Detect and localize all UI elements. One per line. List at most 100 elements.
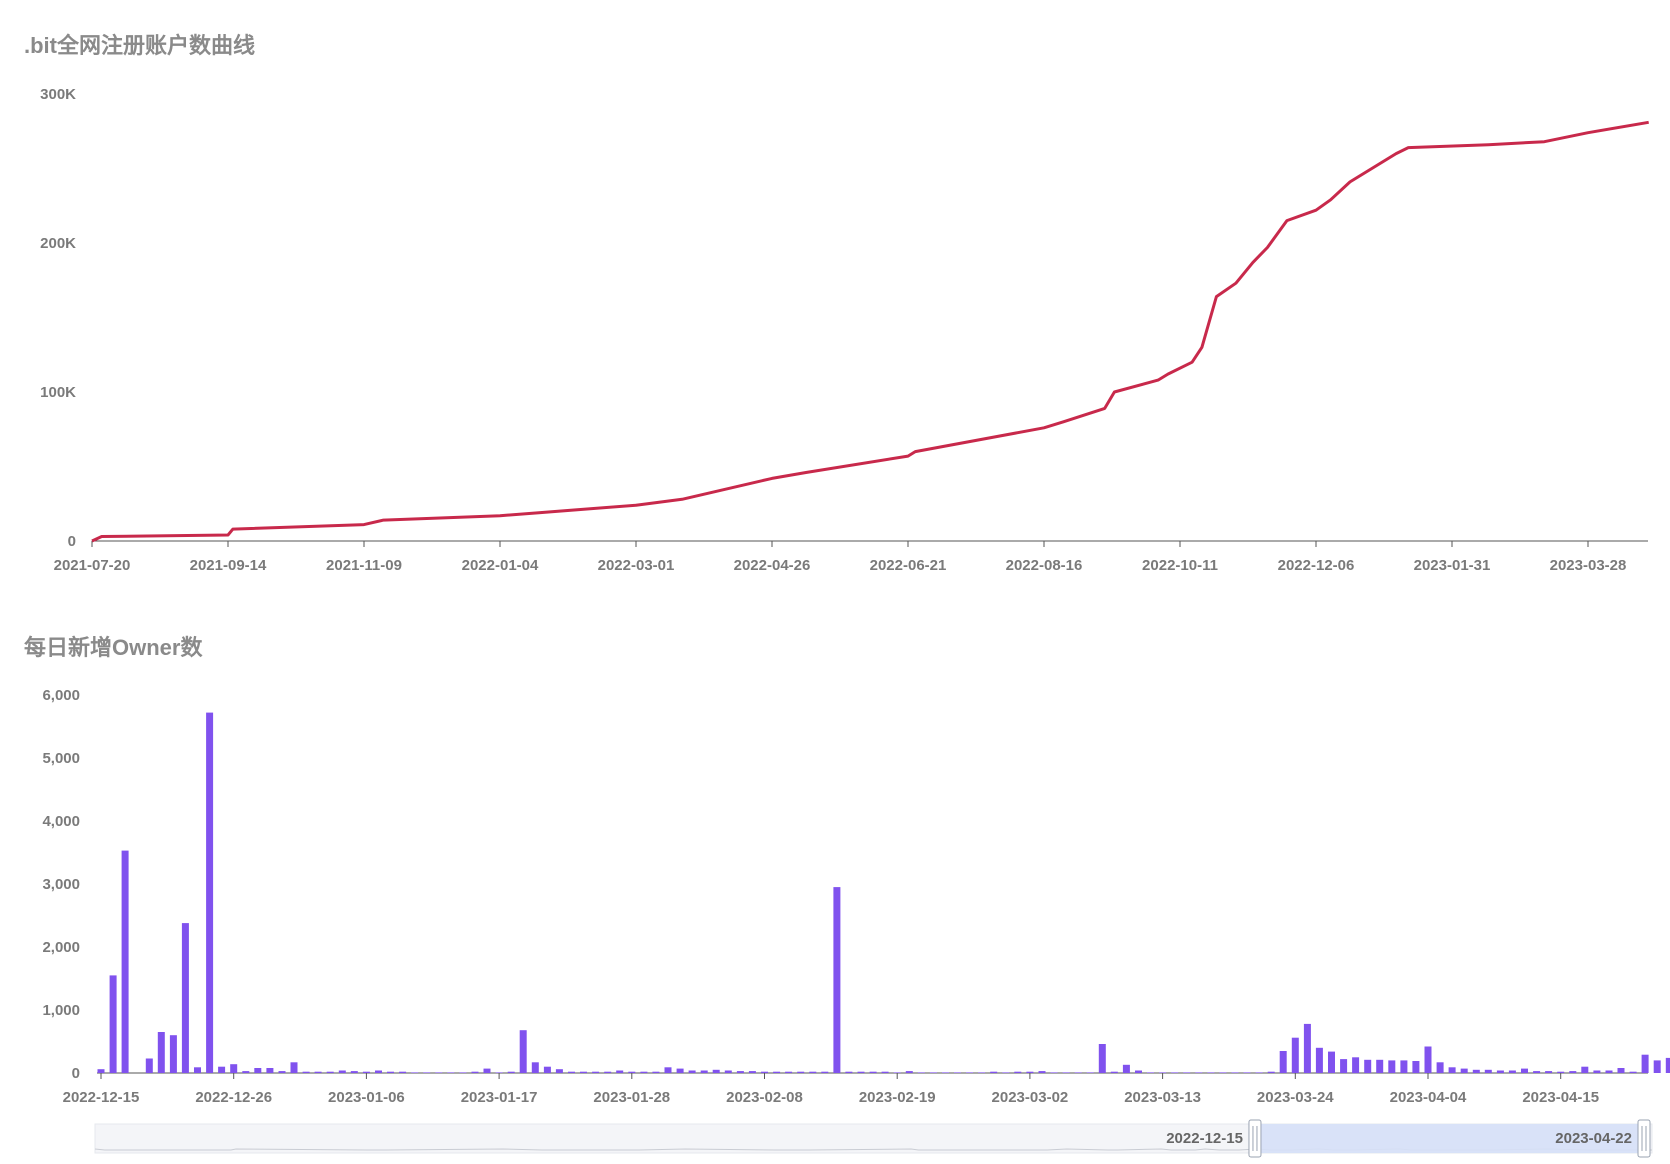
daily-owner-bar bbox=[652, 1071, 660, 1073]
daily-owner-bar bbox=[555, 1069, 563, 1073]
daily-owner-bar bbox=[1026, 1071, 1034, 1073]
daily-owner-bar bbox=[1098, 1044, 1106, 1073]
daily-owner-bar bbox=[905, 1071, 913, 1073]
datazoom-end-handle[interactable] bbox=[1637, 1119, 1651, 1158]
daily-owner-bar bbox=[278, 1071, 286, 1073]
daily-owner-bar bbox=[411, 1072, 419, 1073]
line-x-tick-label: 2022-08-16 bbox=[1006, 557, 1083, 574]
daily-owner-bar bbox=[399, 1071, 407, 1073]
daily-owner-bar bbox=[1255, 1072, 1263, 1073]
daily-owner-bar bbox=[362, 1071, 370, 1073]
daily-owner-bar bbox=[1533, 1071, 1541, 1073]
line-x-tick-label: 2021-11-09 bbox=[326, 557, 402, 574]
daily-owner-bar bbox=[845, 1071, 853, 1073]
line-y-tick-label: 100K bbox=[40, 384, 76, 401]
daily-owner-bar bbox=[531, 1062, 539, 1073]
daily-owner-bar bbox=[1183, 1072, 1191, 1073]
daily-owner-bar bbox=[1436, 1062, 1444, 1073]
daily-owner-bar bbox=[1062, 1072, 1070, 1073]
daily-owner-bar bbox=[616, 1070, 624, 1073]
daily-owner-bar bbox=[580, 1071, 587, 1073]
daily-owner-bar bbox=[1159, 1072, 1167, 1073]
daily-owner-bar bbox=[157, 1032, 165, 1073]
daily-owner-bar bbox=[1195, 1072, 1203, 1073]
daily-owner-bar bbox=[302, 1071, 310, 1073]
daily-owner-bar bbox=[519, 1030, 527, 1073]
daily-owner-bar bbox=[1267, 1071, 1275, 1073]
daily-owner-bar bbox=[242, 1071, 250, 1073]
daily-owner-bar bbox=[1641, 1054, 1649, 1073]
bar-x-tick-label: 2023-03-24 bbox=[1257, 1089, 1334, 1106]
daily-owner-bar bbox=[495, 1072, 503, 1073]
daily-owner-bar bbox=[230, 1064, 238, 1073]
line-x-tick-label: 2022-06-21 bbox=[870, 557, 947, 574]
daily-owner-bar bbox=[387, 1071, 394, 1073]
daily-owner-bar bbox=[350, 1071, 358, 1073]
bar-x-tick-label: 2023-04-15 bbox=[1522, 1089, 1599, 1106]
daily-owner-bar bbox=[169, 1035, 177, 1073]
daily-owner-bar bbox=[1569, 1071, 1577, 1073]
daily-owner-bar bbox=[97, 1069, 105, 1073]
daily-owner-bar bbox=[1135, 1070, 1142, 1073]
daily-owner-bar bbox=[1328, 1051, 1335, 1073]
daily-owner-bar bbox=[1050, 1072, 1058, 1073]
daily-owner-bar bbox=[1291, 1037, 1299, 1073]
daily-owner-bar bbox=[990, 1071, 998, 1073]
bar-x-tick-label: 2023-02-08 bbox=[726, 1089, 803, 1106]
line-chart-title: .bit全网注册账户数曲线 bbox=[24, 33, 255, 58]
line-y-tick-label: 0 bbox=[68, 533, 76, 550]
line-x-tick-label: 2022-12-06 bbox=[1278, 557, 1355, 574]
daily-owner-bar bbox=[1581, 1066, 1589, 1073]
daily-owner-bar bbox=[314, 1071, 322, 1073]
datazoom-start-label: 2022-12-15 bbox=[1166, 1130, 1243, 1147]
datazoom-end-label: 2023-04-22 bbox=[1555, 1130, 1632, 1147]
daily-owner-bar bbox=[435, 1072, 443, 1073]
line-x-tick-label: 2021-09-14 bbox=[190, 557, 267, 574]
daily-owner-bar bbox=[785, 1071, 793, 1073]
daily-owner-bar bbox=[1545, 1071, 1553, 1073]
daily-owner-bar bbox=[1521, 1068, 1528, 1073]
daily-owner-bar bbox=[507, 1071, 515, 1073]
daily-owner-bar bbox=[194, 1067, 201, 1073]
bar-y-tick-label: 3,000 bbox=[42, 876, 80, 893]
daily-owner-bar bbox=[1315, 1047, 1323, 1073]
daily-owner-bar bbox=[1665, 1057, 1670, 1073]
bar-x-tick-label: 2023-04-04 bbox=[1390, 1089, 1467, 1106]
daily-owner-bar bbox=[1279, 1051, 1287, 1073]
datazoom-start-handle[interactable] bbox=[1248, 1119, 1262, 1158]
daily-owner-bar bbox=[869, 1071, 877, 1073]
line-x-tick-label: 2022-10-11 bbox=[1142, 557, 1218, 574]
daily-owner-bar bbox=[736, 1071, 744, 1073]
bar-x-tick-label: 2023-01-17 bbox=[461, 1089, 538, 1106]
datazoom-selection bbox=[1254, 1124, 1648, 1153]
daily-owner-bar bbox=[254, 1068, 262, 1073]
daily-owner-bar bbox=[1340, 1059, 1348, 1073]
daily-owner-bar bbox=[206, 712, 214, 1073]
bar-x-tick-label: 2023-01-06 bbox=[328, 1089, 405, 1106]
daily-owner-bar bbox=[1207, 1072, 1215, 1073]
daily-owner-bar bbox=[1388, 1060, 1396, 1073]
daily-owner-bar bbox=[1243, 1072, 1251, 1073]
bar-y-tick-label: 2,000 bbox=[42, 939, 80, 956]
bar-x-tick-label: 2022-12-26 bbox=[195, 1089, 272, 1106]
daily-owner-bar bbox=[423, 1072, 431, 1073]
line-x-tick-label: 2022-03-01 bbox=[598, 557, 675, 574]
daily-owner-bar bbox=[640, 1071, 648, 1073]
daily-owner-bar bbox=[893, 1072, 901, 1073]
daily-owner-bar bbox=[1147, 1072, 1154, 1073]
line-x-tick-label: 2021-07-20 bbox=[54, 557, 131, 574]
daily-owner-bar bbox=[592, 1071, 600, 1073]
bar-y-tick-label: 1,000 bbox=[42, 1002, 80, 1019]
daily-owner-bar bbox=[1122, 1064, 1130, 1073]
daily-owner-bar bbox=[954, 1072, 961, 1073]
daily-owner-bar bbox=[1303, 1023, 1311, 1073]
bar-x-tick-label: 2023-01-28 bbox=[593, 1089, 670, 1106]
daily-owner-bar bbox=[471, 1071, 479, 1073]
daily-owner-bar bbox=[543, 1066, 551, 1073]
bar-y-tick-label: 4,000 bbox=[42, 813, 80, 830]
daily-owner-bar bbox=[375, 1070, 382, 1073]
bar-y-tick-label: 6,000 bbox=[42, 687, 80, 704]
daily-owner-bar bbox=[809, 1071, 817, 1073]
daily-owner-bar bbox=[857, 1071, 865, 1073]
